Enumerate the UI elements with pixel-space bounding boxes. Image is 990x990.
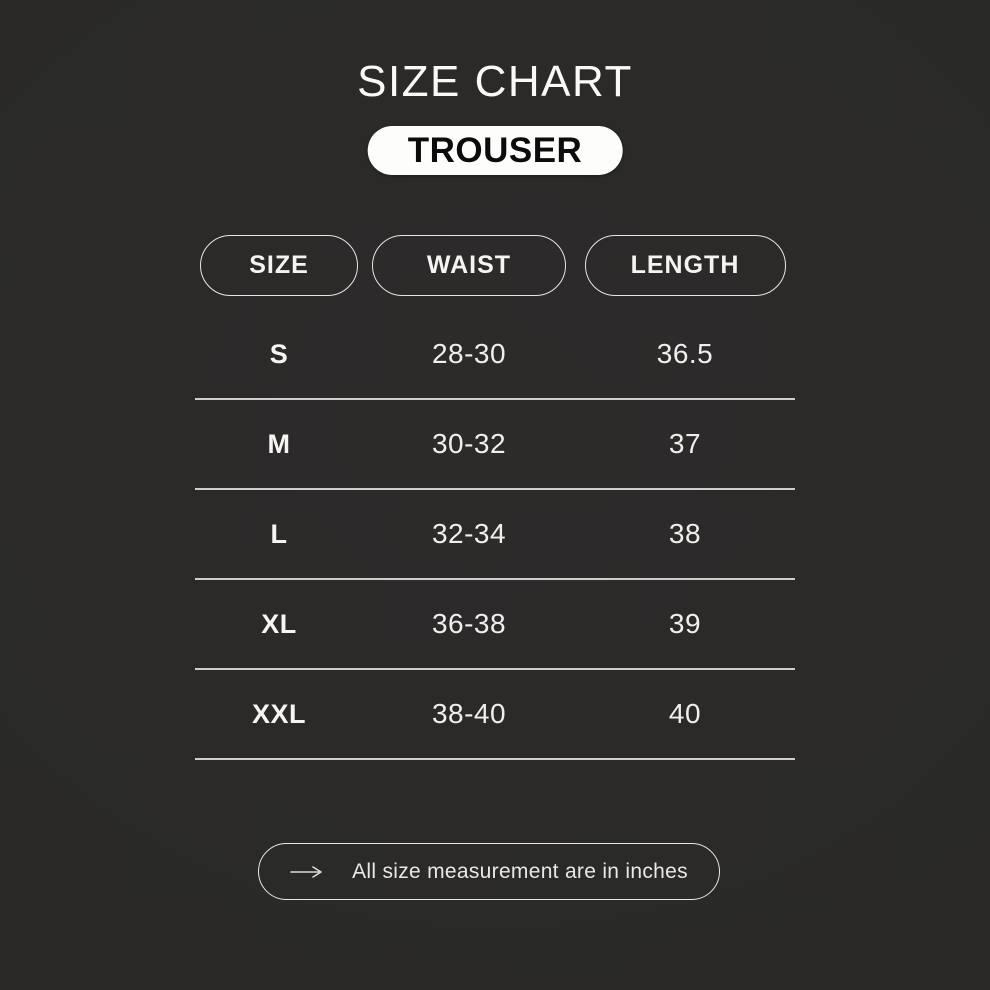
table-row-s: S 28-30 36.5 xyxy=(195,310,795,400)
cell-size: XL xyxy=(261,608,297,639)
cell-length: 37 xyxy=(668,428,702,459)
table-row-m: M 30-32 37 xyxy=(195,400,795,490)
cell-length: 39 xyxy=(668,608,702,639)
cell-size: XXL xyxy=(251,698,306,729)
table-header-row: SIZE WAIST LENGTH xyxy=(195,233,795,297)
table-row-xxl: XXL 38-40 40 xyxy=(195,670,795,760)
header-cell-waist: WAIST xyxy=(363,233,575,297)
table-body: S 28-30 36.5 M 30-32 37 L 32-34 38 XL 36… xyxy=(195,310,795,760)
table-row-xl: XL 36-38 39 xyxy=(195,580,795,670)
cell-length: 40 xyxy=(668,698,702,729)
category-badge: TROUSER xyxy=(367,126,623,175)
cell-size: L xyxy=(270,518,288,549)
footer-note-pill: All size measurement are in inches xyxy=(258,843,720,900)
column-header-size: SIZE xyxy=(200,234,358,296)
cell-waist: 32-34 xyxy=(431,518,507,549)
header-cell-length: LENGTH xyxy=(575,233,795,297)
column-header-length: LENGTH xyxy=(584,234,786,296)
cell-size: M xyxy=(267,428,291,459)
right-arrow-icon xyxy=(290,865,322,878)
cell-waist: 30-32 xyxy=(431,428,507,459)
size-table: SIZE WAIST LENGTH S 28-30 36.5 M 30-32 3… xyxy=(195,233,795,760)
cell-length: 38 xyxy=(668,518,702,549)
category-badge-label: TROUSER xyxy=(407,130,583,170)
column-header-waist: WAIST xyxy=(372,234,566,296)
cell-waist: 38-40 xyxy=(431,698,507,729)
footer-note-text: All size measurement are in inches xyxy=(352,859,688,883)
cell-waist: 36-38 xyxy=(431,608,507,639)
cell-length: 36.5 xyxy=(656,338,714,369)
header-cell-size: SIZE xyxy=(195,233,363,297)
cell-waist: 28-30 xyxy=(431,338,507,369)
table-row-l: L 32-34 38 xyxy=(195,490,795,580)
cell-size: S xyxy=(269,338,289,369)
page-title: SIZE CHART xyxy=(357,57,633,106)
